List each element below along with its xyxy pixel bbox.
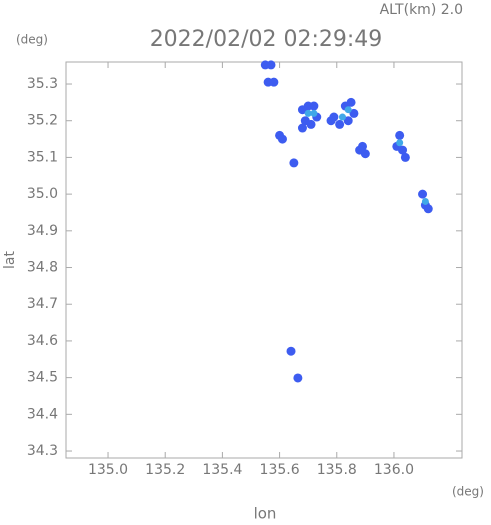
y-tick-label: 34.6 (27, 333, 58, 349)
echo-point (344, 106, 352, 114)
echo-point (346, 97, 356, 107)
echo-point (286, 346, 296, 356)
x-tick-label: 135.8 (317, 462, 357, 478)
x-tick-label: 135.0 (88, 462, 128, 478)
echo-point (297, 123, 307, 133)
y-tick-label: 34.3 (27, 443, 58, 459)
altitude-label: ALT(km) 2.0 (380, 2, 463, 18)
y-tick-label: 34.4 (27, 406, 58, 422)
y-tick-label: 34.7 (27, 296, 58, 312)
echo-point (304, 109, 312, 117)
echo-point (310, 109, 318, 117)
x-tick-label: 135.4 (202, 462, 242, 478)
chart-title: 2022/02/02 02:29:49 (150, 27, 383, 52)
echo-point (343, 116, 353, 126)
echo-point (421, 197, 429, 205)
echo-point (396, 139, 404, 147)
x-axis-label: lon (254, 505, 277, 522)
x-tick-label: 135.6 (260, 462, 300, 478)
echo-point (423, 204, 433, 214)
echo-point (326, 116, 336, 126)
echo-point (338, 113, 346, 121)
y-tick-label: 35.1 (27, 149, 58, 165)
y-tick-label: 34.9 (27, 223, 58, 239)
y-tick-label: 35.3 (27, 76, 58, 92)
echo-point (289, 158, 299, 168)
x-tick-label: 136.0 (374, 462, 414, 478)
echo-point (418, 189, 428, 199)
plot-frame (65, 61, 463, 459)
echo-point (349, 108, 359, 118)
echo-point (269, 77, 279, 87)
y-tick-label: 35.2 (27, 113, 58, 129)
echo-point (395, 130, 405, 140)
echo-point (293, 373, 303, 383)
echo-point (266, 60, 276, 70)
echo-point (398, 145, 408, 155)
echo-point (309, 101, 319, 111)
y-tick-label: 35.0 (27, 186, 58, 202)
echo-point (400, 152, 410, 162)
echo-point (355, 145, 365, 155)
echo-point (277, 134, 287, 144)
x-unit: (deg) (452, 485, 484, 499)
y-unit: (deg) (16, 33, 48, 47)
y-tick-label: 34.8 (27, 260, 58, 276)
echo-point (306, 119, 316, 129)
y-axis-label: lat (2, 251, 18, 269)
echo-point (335, 119, 345, 129)
y-tick-label: 34.5 (27, 370, 58, 386)
x-tick-label: 135.2 (145, 462, 185, 478)
